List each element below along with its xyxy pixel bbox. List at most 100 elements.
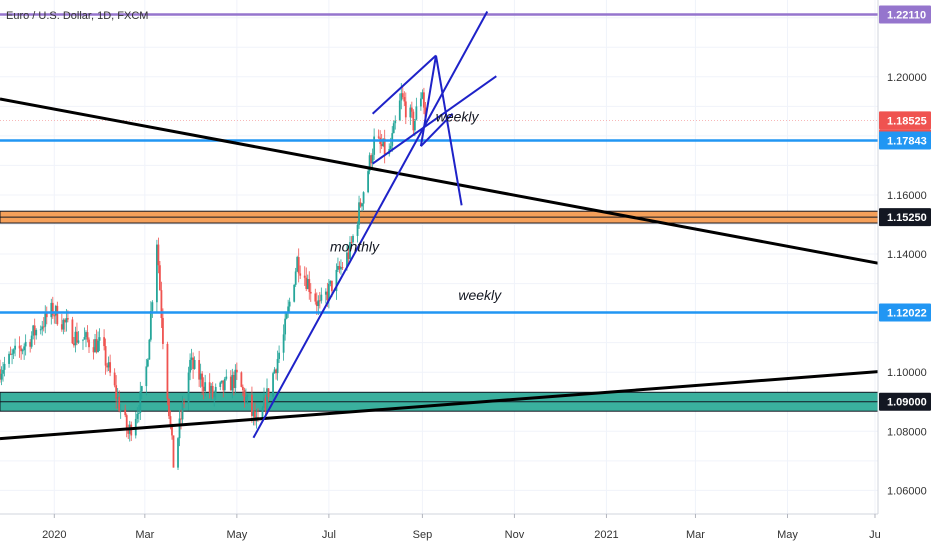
candle-body [361, 203, 363, 207]
candle-body [51, 302, 54, 316]
candle-body [3, 363, 6, 370]
annotation-label: monthly [330, 239, 380, 255]
candle-body [254, 411, 256, 422]
candle-body [160, 290, 163, 318]
candle-body [30, 335, 33, 347]
candle-body [192, 357, 194, 369]
x-tick-label: Nov [505, 529, 525, 541]
candle-body [95, 339, 98, 353]
candle-body [327, 283, 330, 301]
y-tick-label: 1.06000 [887, 485, 927, 497]
black-long-trendline-lower [0, 370, 879, 441]
candle-body [119, 409, 122, 411]
candle-body [340, 267, 342, 270]
candle-body [137, 412, 140, 414]
trendlines [0, 11, 879, 441]
candle-body [404, 101, 407, 118]
candle-body [85, 332, 87, 338]
candle-body [23, 346, 26, 351]
support-zones [0, 210, 879, 412]
zone-price-badge-background [879, 392, 931, 411]
candle-body [419, 98, 422, 107]
price-badge: 1.17843 [887, 136, 927, 148]
candle-body [263, 397, 265, 408]
candle-body [234, 369, 237, 389]
candle-body [74, 331, 77, 346]
candle-body [346, 252, 348, 268]
price-badge: 1.12022 [887, 307, 927, 319]
candle-body [296, 257, 299, 272]
x-tick-label: May [777, 529, 798, 541]
y-tick-label: 1.14000 [887, 249, 927, 261]
candle-body [193, 360, 196, 369]
candle-body [261, 407, 264, 420]
candle-body [240, 372, 243, 387]
candle-body [318, 300, 321, 302]
blue-wedge-upper [371, 54, 437, 115]
candle-body [76, 331, 78, 343]
candle-body [264, 397, 267, 411]
candle-body [329, 280, 332, 284]
candle-body [14, 345, 16, 350]
candle-body [211, 385, 214, 398]
annotations: weekly monthly weekly [330, 109, 502, 303]
candle-body [389, 145, 392, 149]
candle-body [103, 337, 105, 347]
candle-body [18, 345, 21, 349]
candle-body [11, 353, 13, 355]
candle-body [92, 347, 95, 353]
candle-body [409, 107, 412, 118]
candle-body [210, 385, 213, 393]
candle-body [350, 242, 353, 244]
candle-body [124, 409, 127, 416]
candle-body [104, 346, 107, 366]
candle-body [235, 369, 238, 373]
candle-body [359, 202, 362, 207]
y-tick-label: 1.10000 [887, 367, 927, 379]
candle-body [315, 301, 318, 307]
candle-body [423, 92, 425, 108]
candle-body [229, 376, 232, 391]
candle-body [356, 224, 359, 236]
x-tick-label: May [226, 529, 247, 541]
candle-body [324, 291, 327, 295]
candle-body [83, 337, 86, 340]
candle-body [118, 397, 121, 411]
candle-body [56, 305, 59, 325]
candle-body [139, 391, 142, 413]
candle-body [71, 319, 74, 344]
candle-body [65, 318, 68, 323]
candle-body [392, 123, 395, 134]
annotation-label: weekly [436, 109, 480, 125]
candle-body [9, 353, 12, 355]
x-tick-label: Mar [135, 529, 154, 541]
candle-body [50, 302, 53, 318]
candle-body [330, 280, 333, 292]
candle-body [362, 192, 365, 204]
candle-body [127, 430, 130, 434]
candle-body [415, 106, 418, 120]
candle-body [98, 337, 101, 341]
y-tick-label: 1.08000 [887, 426, 927, 438]
candles [0, 83, 427, 471]
candle-body [220, 380, 223, 383]
candle-body [94, 339, 96, 353]
candle-body [157, 244, 160, 266]
candle-body [45, 311, 48, 318]
candle-body [41, 326, 44, 330]
candle-body [288, 301, 291, 307]
candle-body [187, 372, 190, 404]
candle-body [341, 267, 344, 269]
candle-body [326, 291, 329, 301]
candle-body [0, 373, 3, 380]
candle-body [284, 318, 287, 335]
candle-body [403, 97, 406, 102]
candle-body [97, 340, 99, 353]
candle-body [314, 293, 317, 302]
candle-body [267, 388, 270, 397]
blue-wedge-lower [372, 75, 497, 165]
candle-body [282, 334, 285, 353]
candle-body [309, 291, 312, 294]
candle-body [278, 352, 280, 359]
